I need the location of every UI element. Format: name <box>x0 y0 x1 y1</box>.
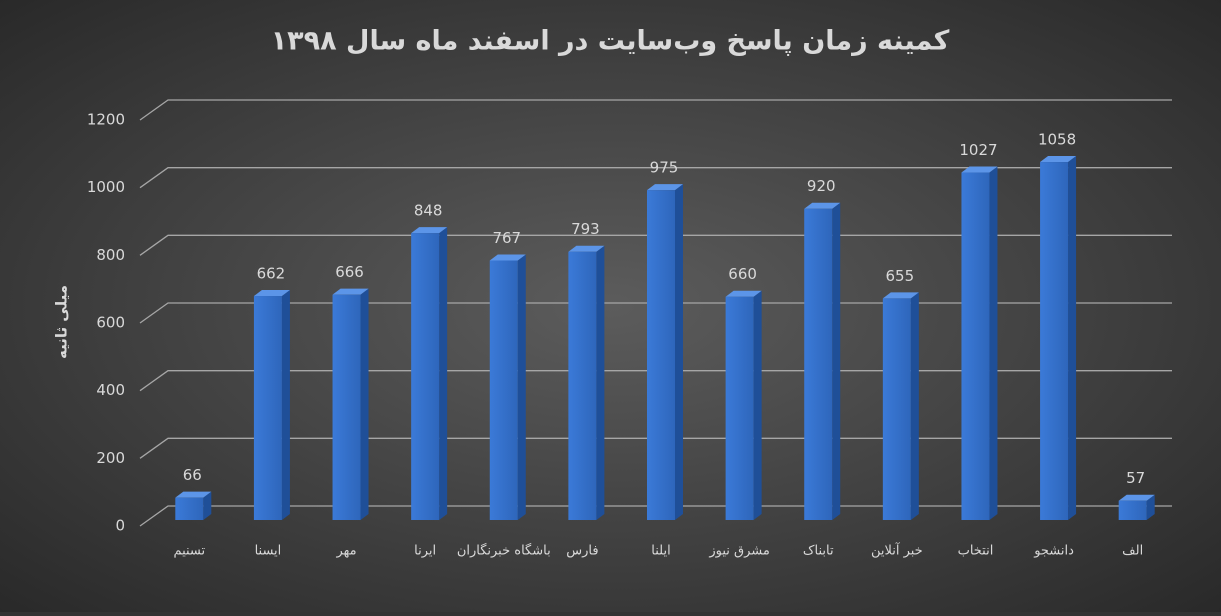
bar-top <box>961 166 998 173</box>
bar <box>332 294 361 520</box>
value-label: 975 <box>650 159 679 177</box>
bar <box>489 260 518 520</box>
value-label: 1027 <box>959 141 997 159</box>
bar-side <box>1146 494 1155 520</box>
bar-top <box>332 288 369 295</box>
x-tick-label: دانشجو <box>1033 544 1074 559</box>
y-tick-label: 0 <box>115 517 125 535</box>
value-label: 666 <box>335 263 364 281</box>
bar <box>253 296 282 520</box>
bar <box>647 190 675 520</box>
bar-top <box>568 245 605 252</box>
x-tick-label: باشگاه خبرنگاران <box>457 543 551 559</box>
bar-top <box>647 184 683 191</box>
bar-top <box>411 227 448 234</box>
bar-side <box>360 288 369 520</box>
y-tick-label: 1000 <box>87 178 125 196</box>
x-tick-label: انتخاب <box>958 544 994 559</box>
chart-title: کمینه زمان پاسخ وب‌سایت در اسفند ماه سال… <box>271 26 950 57</box>
value-label: 66 <box>183 466 202 484</box>
bar-side <box>1068 156 1077 520</box>
y-tick-label: 400 <box>96 381 125 399</box>
y-tick-label: 1200 <box>87 111 125 129</box>
bar-side <box>517 254 526 520</box>
bar <box>411 233 440 521</box>
bar-side <box>832 202 841 520</box>
value-label: 655 <box>886 267 915 285</box>
x-tick-label: فارس <box>566 544 598 559</box>
bar-top <box>253 290 290 297</box>
bar-side <box>989 166 998 520</box>
y-tick-label: 600 <box>96 314 125 332</box>
bar-side <box>675 184 683 520</box>
value-label: 848 <box>414 202 443 220</box>
value-label: 793 <box>571 220 600 238</box>
bar-side <box>753 290 762 520</box>
x-tick-label: ایرنا <box>414 544 436 559</box>
bar-side <box>596 245 605 520</box>
bar-top <box>725 290 762 297</box>
grid-line <box>139 99 1172 121</box>
x-tick-label: تابناک <box>803 544 834 559</box>
bar <box>961 172 990 520</box>
bar-side <box>281 290 290 520</box>
bar <box>568 251 597 520</box>
bar <box>804 208 833 520</box>
bar <box>882 298 911 520</box>
bar-top <box>175 491 212 498</box>
bar-top <box>1040 156 1077 163</box>
bar-top <box>1118 494 1155 501</box>
y-tick-label: 800 <box>96 246 125 264</box>
x-tick-label: تسنیم <box>173 544 205 559</box>
value-label: 920 <box>807 177 836 195</box>
x-tick-label: مهر <box>335 544 356 559</box>
bar-side <box>910 292 919 520</box>
bar <box>1118 500 1147 520</box>
bar <box>725 296 754 520</box>
bar-top <box>804 202 841 209</box>
value-label: 767 <box>492 229 521 247</box>
bar-side <box>203 491 212 520</box>
x-tick-label: خبر آنلاین <box>871 542 923 559</box>
value-label: 662 <box>257 265 286 283</box>
value-label: 57 <box>1126 469 1145 487</box>
bar <box>175 497 204 520</box>
x-tick-label: ایلنا <box>651 544 670 559</box>
y-axis-label: میلی ثانیه <box>53 285 71 359</box>
x-tick-label: الف <box>1122 544 1143 559</box>
y-tick-label: 200 <box>96 449 125 467</box>
x-tick-label: مشرق نیوز <box>708 544 770 559</box>
bar-top <box>882 292 919 299</box>
grid-line <box>139 167 1172 189</box>
bar <box>1040 162 1069 520</box>
value-label: 660 <box>728 265 757 283</box>
value-label: 1058 <box>1038 131 1076 149</box>
bar-top <box>489 254 526 261</box>
x-tick-label: ایسنا <box>255 544 282 559</box>
bar-side <box>439 227 448 521</box>
